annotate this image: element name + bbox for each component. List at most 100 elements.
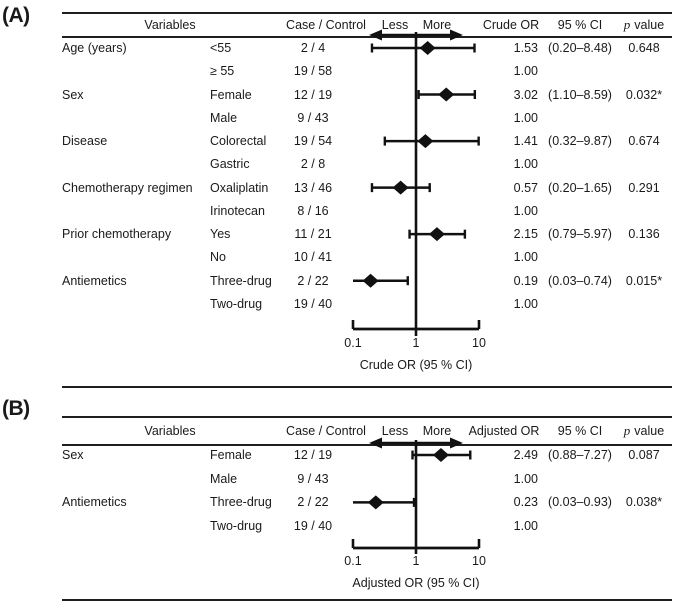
case-control-cell: 2 / 8 [300, 157, 326, 172]
ci-value-cell: (0.03–0.93) [548, 495, 612, 510]
header-more: More [422, 424, 452, 438]
ci-value-cell: (0.79–5.97) [548, 227, 612, 242]
header-adjusted-or: Adjusted OR [468, 424, 540, 438]
panel-a-header-rule [62, 36, 672, 38]
variable-cell: Sex [62, 448, 84, 462]
variable-cell: Age (years) [62, 41, 127, 55]
p-value-cell: 0.291 [628, 180, 660, 195]
table-row: Disease Colorectal 19 / 54 1.41 (0.32–9.87) 0… [0, 130, 678, 152]
case-control-cell: 11 / 21 [294, 227, 332, 242]
case-control-cell: 2 / 4 [300, 41, 326, 55]
p-value-cell: 0.032* [625, 87, 663, 102]
or-value-cell: 1.00 [513, 110, 538, 125]
level-cell: Yes [210, 227, 231, 242]
case-control-cell: 10 / 41 [293, 250, 333, 265]
table-row: ≥ 55 19 / 58 1.00 [0, 60, 678, 82]
p-value-cell: 0.136 [628, 227, 660, 242]
table-row: Prior chemotherapy Yes 11 / 21 2.15 (0.79–5.… [0, 223, 678, 245]
axis-tick-label: 1 [412, 336, 420, 350]
case-control-cell: 12 / 19 [293, 448, 333, 462]
or-value-cell: 1.00 [513, 519, 538, 534]
level-cell: Colorectal [210, 134, 267, 149]
level-cell: Oxaliplatin [210, 180, 269, 195]
ci-value-cell: (0.20–8.48) [548, 41, 612, 55]
or-value-cell: 2.15 [513, 227, 538, 242]
table-row: Sex Female 12 / 19 2.49 (0.88–7.27) 0.087 [0, 444, 678, 466]
or-value-cell: 1.00 [513, 203, 538, 218]
level-cell: Two-drug [210, 519, 263, 534]
header-crude-or: Crude OR [482, 18, 540, 32]
level-cell: <55 [210, 41, 232, 55]
table-row: Age (years) <55 2 / 4 1.53 (0.20–8.48) 0.648 [0, 37, 678, 59]
variable-cell: Antiemetics [62, 495, 127, 510]
or-value-cell: 1.00 [513, 250, 538, 265]
table-row: No 10 / 41 1.00 [0, 246, 678, 268]
or-value-cell: 0.57 [513, 180, 538, 195]
level-cell: Female [210, 448, 252, 462]
table-row: Two-drug 19 / 40 1.00 [0, 515, 678, 537]
panel-b-bottom-rule [62, 599, 672, 601]
table-row: Antiemetics Three-drug 2 / 22 0.19 (0.03–0.7… [0, 270, 678, 292]
or-value-cell: 1.41 [513, 134, 538, 149]
level-cell: No [210, 250, 226, 265]
variable-cell: Sex [62, 87, 84, 102]
variable-cell: Disease [62, 134, 108, 149]
or-value-cell: 1.00 [513, 296, 538, 311]
panel-b-header-rule [62, 444, 672, 446]
header-variables: Variables [144, 18, 196, 32]
header-case-control: Case / Control [286, 424, 366, 438]
p-value-cell: 0.087 [628, 448, 660, 462]
case-control-cell: 8 / 16 [297, 203, 329, 218]
level-cell: Female [210, 87, 252, 102]
table-row: Antiemetics Three-drug 2 / 22 0.23 (0.03–0.9… [0, 491, 678, 513]
case-control-cell: 2 / 22 [297, 273, 329, 288]
p-value-cell: 0.674 [628, 134, 660, 149]
level-cell: Gastric [210, 157, 250, 172]
panel-b-label: (B) [2, 397, 30, 420]
case-control-cell: 19 / 54 [293, 134, 333, 149]
level-cell: Male [210, 110, 238, 125]
panel-a-top-rule [62, 12, 672, 14]
ci-value-cell: (0.88–7.27) [548, 448, 612, 462]
axis-tick-label: 1 [412, 554, 420, 568]
header-ci: 95 % CI [557, 18, 603, 32]
table-row: Male 9 / 43 1.00 [0, 107, 678, 129]
variable-cell: Prior chemotherapy [62, 227, 172, 242]
p-value-cell: 0.038* [625, 495, 663, 510]
level-cell: Male [210, 471, 238, 486]
case-control-cell: 19 / 40 [293, 519, 333, 534]
panel-a-bottom-rule [62, 386, 672, 388]
case-control-cell: 9 / 43 [297, 471, 329, 486]
level-cell: Three-drug [210, 495, 272, 510]
header-less: Less [381, 18, 409, 32]
case-control-cell: 19 / 40 [293, 296, 333, 311]
p-value-cell: 0.648 [628, 41, 660, 55]
ci-value-cell: (0.20–1.65) [548, 180, 612, 195]
header-ci: 95 % CI [557, 424, 603, 438]
or-value-cell: 3.02 [513, 87, 538, 102]
case-control-cell: 19 / 58 [293, 64, 333, 79]
level-cell: Irinotecan [210, 203, 265, 218]
header-variables: Variables [144, 424, 196, 438]
level-cell: Three-drug [210, 273, 272, 288]
p-value-cell: 0.015* [625, 273, 663, 288]
table-row: Irinotecan 8 / 16 1.00 [0, 200, 678, 222]
axis-title-adjusted-or: Adjusted OR (95 % CI) [352, 576, 480, 590]
table-row: Male 9 / 43 1.00 [0, 468, 678, 490]
variable-cell: Chemotherapy regimen [62, 180, 193, 195]
axis-tick-label: 0.1 [344, 554, 362, 568]
case-control-cell: 2 / 22 [297, 495, 329, 510]
axis-title-crude-or: Crude OR (95 % CI) [359, 358, 473, 372]
axis-tick-label: 0.1 [344, 336, 362, 350]
variable-cell: Antiemetics [62, 273, 127, 288]
ci-value-cell: (0.03–0.74) [548, 273, 612, 288]
ci-value-cell: (0.32–9.87) [548, 134, 612, 149]
header-p-value: p value [623, 17, 665, 32]
case-control-cell: 13 / 46 [293, 180, 333, 195]
level-cell: ≥ 55 [210, 64, 235, 79]
header-case-control: Case / Control [286, 18, 366, 32]
header-less: Less [381, 424, 409, 438]
ci-value-cell: (1.10–8.59) [548, 87, 612, 102]
table-row: Chemotherapy regimen Oxaliplatin 13 / 46 0.… [0, 177, 678, 199]
